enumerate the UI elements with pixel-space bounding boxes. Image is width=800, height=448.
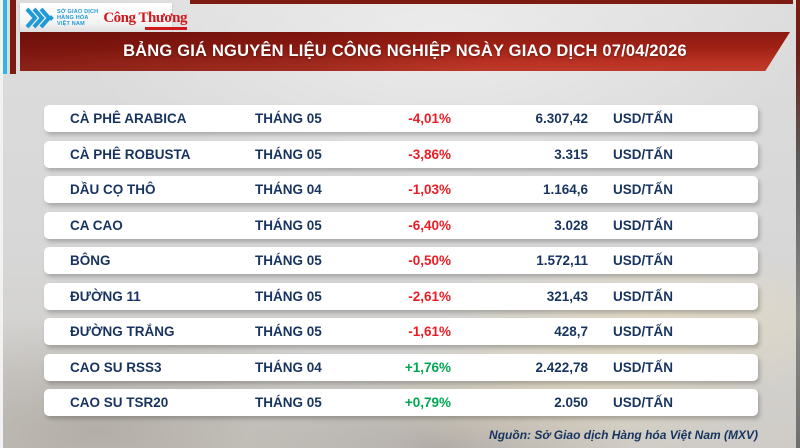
commodity-name: CAO SU RSS3 (70, 359, 162, 375)
change-percent: -1,03% (408, 182, 451, 197)
change-percent: -3,86% (408, 146, 451, 162)
table-row: CAO SU RSS3 THÁNG 04 +1,76% 2.422,78 USD… (44, 353, 758, 381)
change-percent: -1,61% (408, 324, 451, 339)
price-unit: USD/TẤN (613, 324, 673, 339)
price-value: 1.572,11 (536, 253, 588, 268)
maroon-trim-stripe (10, 0, 16, 74)
commodity-name: CÀ PHÊ ROBUSTA (70, 146, 191, 162)
price-unit: USD/TẤN (613, 359, 673, 375)
right-edge-strip (796, 0, 800, 448)
masthead: SỞ GIAO DỊCH HÀNG HÓA VIỆT NAM Công Thươ… (20, 3, 187, 32)
page-title: BẢNG GIÁ NGUYÊN LIỆU CÔNG NGHIỆP NGÀY GI… (123, 42, 687, 60)
price-unit: USD/TẤN (613, 217, 673, 233)
cyan-trim-stripe (3, 0, 7, 74)
contract-month: THÁNG 04 (255, 359, 322, 375)
price-unit: USD/TẤN (613, 146, 673, 162)
commodity-name: DẦU CỌ THÔ (70, 182, 156, 197)
price-table: CÀ PHÊ ARABICA THÁNG 05 -4,01% 6.307,42 … (44, 105, 758, 425)
table-row: ĐƯỜNG 11 THÁNG 05 -2,61% 321,43 USD/TẤN (44, 282, 758, 310)
contract-month: THÁNG 05 (255, 395, 322, 410)
price-value: 2.050 (554, 395, 588, 410)
price-unit: USD/TẤN (613, 395, 673, 410)
exchange-name: SỞ GIAO DỊCH HÀNG HÓA VIỆT NAM (57, 9, 98, 27)
commodity-name: CA CAO (70, 217, 123, 233)
top-trim-bar (190, 0, 793, 4)
change-percent: -4,01% (408, 111, 451, 126)
change-percent: -6,40% (408, 217, 451, 233)
exchange-name-line3: VIỆT NAM (57, 20, 85, 27)
mxv-exchange-logo-icon (24, 7, 54, 29)
change-percent: -2,61% (408, 288, 451, 304)
source-credit: Nguồn: Sở Giao dịch Hàng hóa Việt Nam (M… (489, 428, 758, 442)
cong-thuong-logo: Công Thương (103, 9, 187, 30)
change-percent: -0,50% (408, 253, 451, 268)
commodity-name: CAO SU TSR20 (70, 395, 169, 410)
price-unit: USD/TẤN (613, 253, 673, 268)
contract-month: THÁNG 05 (255, 253, 322, 268)
change-percent: +1,76% (404, 359, 451, 375)
contract-month: THÁNG 05 (255, 217, 322, 233)
price-value: 6.307,42 (535, 111, 588, 126)
price-unit: USD/TẤN (613, 111, 673, 126)
commodity-name: CÀ PHÊ ARABICA (70, 111, 187, 126)
table-row: CÀ PHÊ ARABICA THÁNG 05 -4,01% 6.307,42 … (44, 105, 758, 132)
newspaper-tagline-bar (144, 26, 187, 30)
contract-month: THÁNG 04 (255, 182, 322, 197)
table-row: DẦU CỌ THÔ THÁNG 04 -1,03% 1.164,6 USD/T… (44, 176, 758, 203)
price-value: 321,43 (546, 288, 588, 304)
table-row: CÀ PHÊ ROBUSTA THÁNG 05 -3,86% 3.315 USD… (44, 140, 758, 168)
exchange-name-line1: SỞ GIAO DỊCH (57, 8, 99, 15)
price-unit: USD/TẤN (613, 288, 673, 304)
price-value: 3.028 (554, 217, 588, 233)
table-row: CA CAO THÁNG 05 -6,40% 3.028 USD/TẤN (44, 211, 758, 239)
price-value: 3.315 (554, 146, 588, 162)
price-unit: USD/TẤN (613, 182, 673, 197)
price-value: 1.164,6 (542, 182, 588, 197)
contract-month: THÁNG 05 (255, 324, 322, 339)
price-value: 428,7 (554, 324, 588, 339)
newspaper-name: Công Thương (103, 9, 187, 26)
left-edge-strip (0, 0, 3, 448)
exchange-name-line2: HÀNG HÓA (57, 14, 89, 21)
commodity-name: ĐƯỜNG 11 (70, 288, 141, 304)
table-row: BÔNG THÁNG 05 -0,50% 1.572,11 USD/TẤN (44, 247, 758, 274)
price-value: 2.422,78 (535, 359, 588, 375)
table-row: CAO SU TSR20 THÁNG 05 +0,79% 2.050 USD/T… (44, 389, 758, 416)
commodity-name: ĐƯỜNG TRẮNG (70, 324, 175, 339)
contract-month: THÁNG 05 (255, 288, 322, 304)
title-banner: BẢNG GIÁ NGUYÊN LIỆU CÔNG NGHIỆP NGÀY GI… (20, 32, 790, 71)
contract-month: THÁNG 05 (255, 111, 322, 126)
table-row: ĐƯỜNG TRẮNG THÁNG 05 -1,61% 428,7 USD/TẤ… (44, 318, 758, 345)
commodity-name: BÔNG (70, 253, 111, 268)
change-percent: +0,79% (404, 395, 451, 410)
contract-month: THÁNG 05 (255, 146, 322, 162)
